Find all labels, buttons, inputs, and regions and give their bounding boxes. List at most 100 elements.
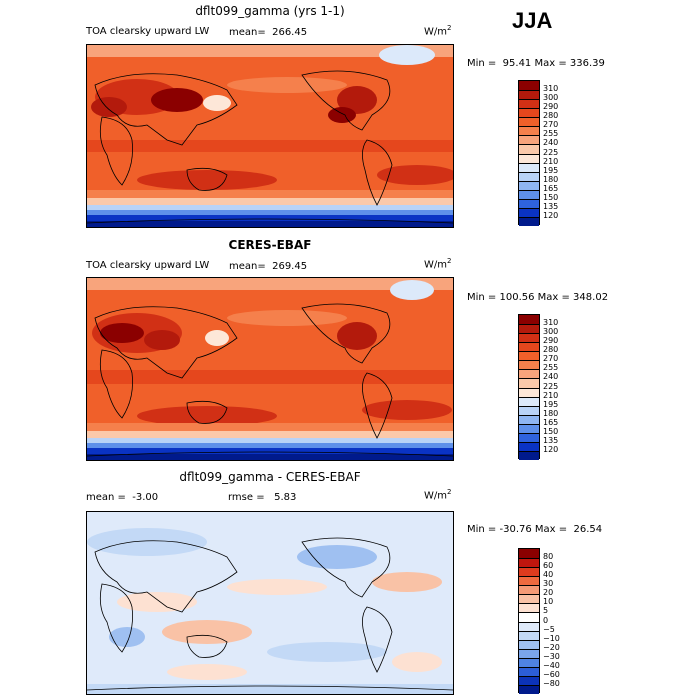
colorbar-cell — [519, 612, 539, 622]
panel3-mean: mean = -3.00 — [86, 492, 159, 503]
colorbar-level-label: 30 — [543, 579, 554, 589]
colorbar-cell — [519, 621, 539, 631]
panel2-mean: mean= 269.45 — [229, 261, 308, 272]
colorbar-level-label: −80 — [543, 678, 560, 688]
colorbar-cell — [519, 324, 539, 334]
panel1-variable: TOA clearsky upward LW — [86, 26, 210, 37]
panel2-variable: TOA clearsky upward LW — [86, 260, 210, 271]
colorbar-level-label: 180 — [543, 408, 559, 418]
colorbar-cell — [519, 126, 539, 136]
colorbar-level-label: 210 — [543, 156, 559, 166]
panel1-mean: mean= 266.45 — [229, 27, 308, 38]
colorbar-cell — [519, 171, 539, 181]
colorbar-level-label: −40 — [543, 660, 560, 670]
colorbar-level-label: 255 — [543, 363, 559, 373]
colorbar-cell — [519, 387, 539, 397]
colorbar-level-label: 165 — [543, 417, 559, 427]
panel1-title: dflt099_gamma (yrs 1-1) — [195, 4, 345, 18]
colorbar-level-label: 0 — [543, 615, 549, 625]
colorbar-level-label: 290 — [543, 336, 559, 346]
colorbar-cell — [519, 90, 539, 100]
colorbar-cell — [519, 180, 539, 190]
colorbar-cell — [519, 441, 539, 451]
colorbar-cell — [519, 153, 539, 163]
colorbar-level-label: 270 — [543, 354, 559, 364]
colorbar-level-label: 240 — [543, 138, 559, 148]
panel2-title: CERES-EBAF — [228, 238, 312, 252]
colorbar-level-label: 310 — [543, 318, 559, 328]
colorbar-level-label: 80 — [543, 552, 554, 562]
panel1-map — [86, 44, 454, 228]
colorbar-cell — [519, 549, 539, 559]
panel2-minmax: Min = 100.56 Max = 348.02 — [467, 292, 609, 303]
colorbar-cell — [519, 144, 539, 154]
panel3-units: W/m2 — [424, 488, 452, 502]
colorbar-cell — [519, 396, 539, 406]
panel1-map-field — [87, 45, 453, 227]
panel3-title: dflt099_gamma - CERES-EBAF — [179, 470, 361, 484]
colorbar-level-label: −5 — [543, 624, 555, 634]
panel3-rmse: rmse = 5.83 — [228, 492, 297, 503]
colorbar-cell — [519, 414, 539, 424]
colorbar-level-label: 290 — [543, 102, 559, 112]
colorbar-cell — [519, 369, 539, 379]
colorbar-cell — [519, 378, 539, 388]
panel3-map — [86, 511, 454, 695]
colorbar-cell — [519, 684, 539, 694]
colorbar-level-label: 120 — [543, 444, 559, 454]
panel2-map-field — [87, 278, 453, 460]
colorbar-cell — [519, 108, 539, 118]
colorbar-cell — [519, 315, 539, 325]
colorbar-level-label: 20 — [543, 588, 554, 598]
colorbar-cell — [519, 558, 539, 568]
colorbar-cell — [519, 423, 539, 433]
colorbar-cell — [519, 99, 539, 109]
colorbar-level-label: 135 — [543, 201, 559, 211]
colorbar-cell — [519, 639, 539, 649]
colorbar-cell — [519, 432, 539, 442]
colorbar-cell — [519, 333, 539, 343]
colorbar-level-label: 210 — [543, 390, 559, 400]
panel1-minmax: Min = 95.41 Max = 336.39 — [467, 58, 605, 69]
colorbar-level-label: 150 — [543, 192, 559, 202]
panel1-colorbar — [518, 80, 540, 226]
colorbar-level-label: 165 — [543, 183, 559, 193]
colorbar-cell — [519, 189, 539, 199]
colorbar-level-label: 135 — [543, 435, 559, 445]
colorbar-cell — [519, 675, 539, 685]
colorbar-level-label: 10 — [543, 597, 554, 607]
panel3-map-field — [87, 512, 453, 694]
panel3-colorbar — [518, 548, 540, 694]
colorbar-level-label: −30 — [543, 651, 560, 661]
colorbar-cell — [519, 567, 539, 577]
colorbar-cell — [519, 594, 539, 604]
colorbar-cell — [519, 630, 539, 640]
colorbar-level-label: 240 — [543, 372, 559, 382]
colorbar-level-label: 300 — [543, 93, 559, 103]
colorbar-level-label: 280 — [543, 345, 559, 355]
colorbar-level-label: 225 — [543, 381, 559, 391]
colorbar-level-label: 180 — [543, 174, 559, 184]
colorbar-cell — [519, 360, 539, 370]
colorbar-level-label: 150 — [543, 426, 559, 436]
colorbar-cell — [519, 603, 539, 613]
colorbar-cell — [519, 216, 539, 226]
colorbar-cell — [519, 117, 539, 127]
colorbar-level-label: 310 — [543, 84, 559, 94]
colorbar-level-label: 300 — [543, 327, 559, 337]
colorbar-level-label: 120 — [543, 210, 559, 220]
colorbar-level-label: −10 — [543, 633, 560, 643]
colorbar-level-label: 195 — [543, 165, 559, 175]
panel3-minmax: Min = -30.76 Max = 26.54 — [467, 524, 603, 535]
colorbar-cell — [519, 450, 539, 460]
season-label: JJA — [512, 8, 553, 33]
colorbar-cell — [519, 657, 539, 667]
colorbar-cell — [519, 81, 539, 91]
colorbar-cell — [519, 585, 539, 595]
colorbar-level-label: 255 — [543, 129, 559, 139]
colorbar-cell — [519, 198, 539, 208]
colorbar-level-label: 280 — [543, 111, 559, 121]
colorbar-level-label: −60 — [543, 669, 560, 679]
panel2-colorbar — [518, 314, 540, 460]
colorbar-cell — [519, 207, 539, 217]
